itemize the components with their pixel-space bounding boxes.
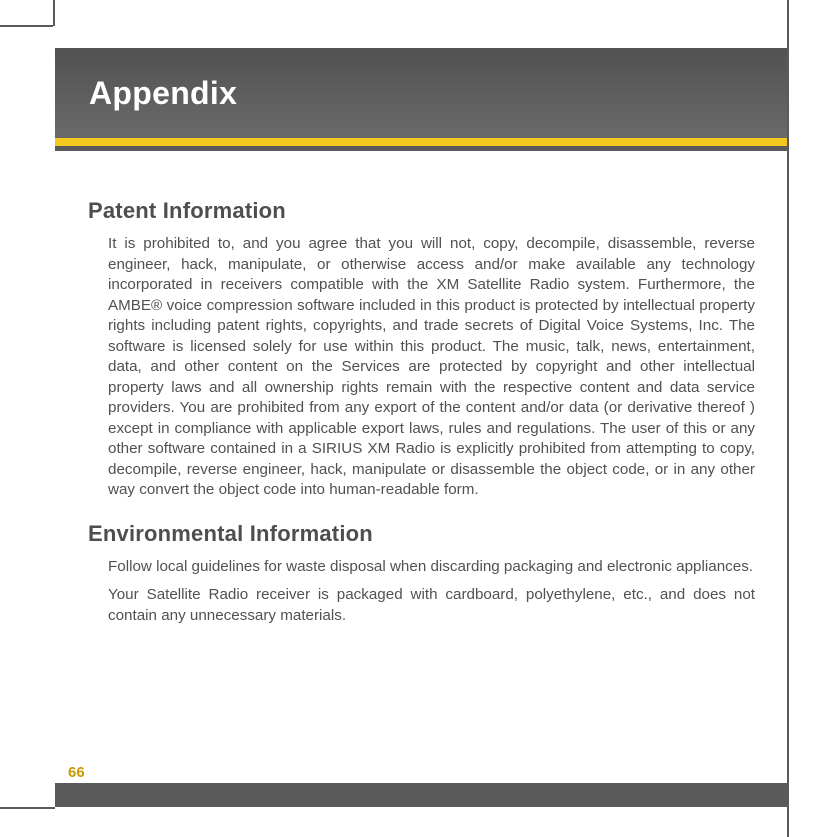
crop-mark-left: [53, 0, 55, 26]
section-heading-patent: Patent Information: [88, 198, 755, 224]
section-environmental: Environmental Information Follow local g…: [88, 521, 755, 627]
section-heading-environmental: Environmental Information: [88, 521, 755, 547]
header-title: Appendix: [89, 75, 237, 112]
environmental-paragraph-1: Follow local guidelines for waste dispos…: [108, 557, 755, 578]
patent-paragraph: It is prohibited to, and you agree that …: [108, 234, 755, 501]
header-panel: Appendix: [55, 48, 787, 138]
content-area: Patent Information It is prohibited to, …: [88, 198, 755, 767]
crop-mark-top: [0, 25, 53, 27]
crop-mark-right: [787, 0, 789, 837]
crop-mark-bottom: [0, 807, 55, 809]
accent-rule: [55, 138, 787, 146]
page-number: 66: [68, 764, 85, 781]
footer-bar: [55, 783, 787, 807]
divider-rule: [55, 146, 787, 151]
environmental-paragraph-2: Your Satellite Radio receiver is package…: [108, 585, 755, 626]
document-page: Appendix Patent Information It is prohib…: [0, 0, 837, 837]
